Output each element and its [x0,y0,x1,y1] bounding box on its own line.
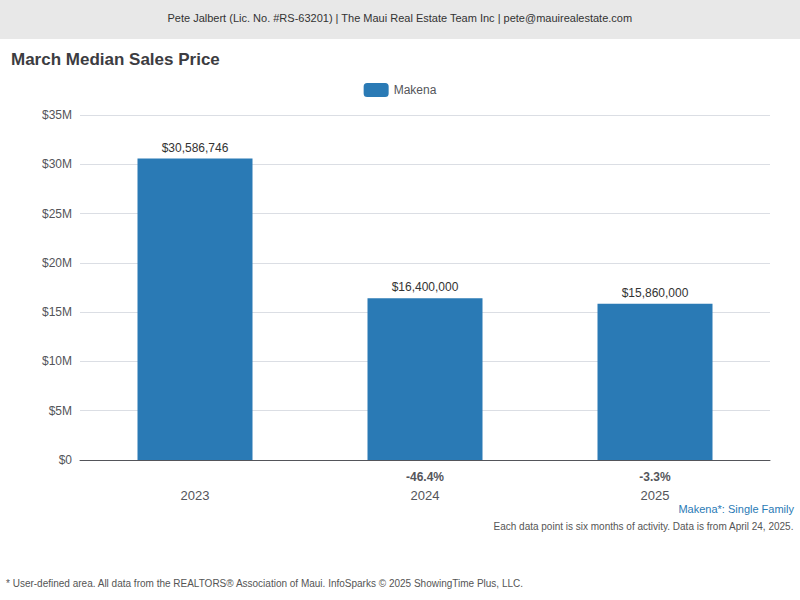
svg-text:Each data point is six months: Each data point is six months of activit… [493,521,793,532]
svg-text:-46.4%: -46.4% [406,470,444,484]
svg-text:$15,860,000: $15,860,000 [622,286,689,300]
svg-text:Makena: Makena [394,83,437,97]
svg-text:$30,586,746: $30,586,746 [162,141,229,155]
svg-text:$35M: $35M [42,108,72,122]
svg-text:$30M: $30M [42,157,72,171]
svg-text:$0: $0 [59,453,73,467]
svg-text:March Median Sales Price: March Median Sales Price [11,50,220,69]
svg-text:$20M: $20M [42,256,72,270]
svg-text:2025: 2025 [641,488,670,503]
svg-text:$25M: $25M [42,207,72,221]
svg-text:Makena*: Single Family: Makena*: Single Family [678,503,794,515]
svg-text:$5M: $5M [49,404,72,418]
svg-text:Pete Jalbert (Lic. No. #RS-632: Pete Jalbert (Lic. No. #RS-63201) | The … [167,12,632,24]
svg-text:2023: 2023 [181,488,210,503]
svg-text:* User-defined area. All data: * User-defined area. All data from the R… [6,578,523,589]
svg-text:-3.3%: -3.3% [639,470,671,484]
svg-text:$15M: $15M [42,305,72,319]
svg-text:$10M: $10M [42,354,72,368]
svg-text:$16,400,000: $16,400,000 [392,280,459,294]
svg-text:2024: 2024 [411,488,440,503]
